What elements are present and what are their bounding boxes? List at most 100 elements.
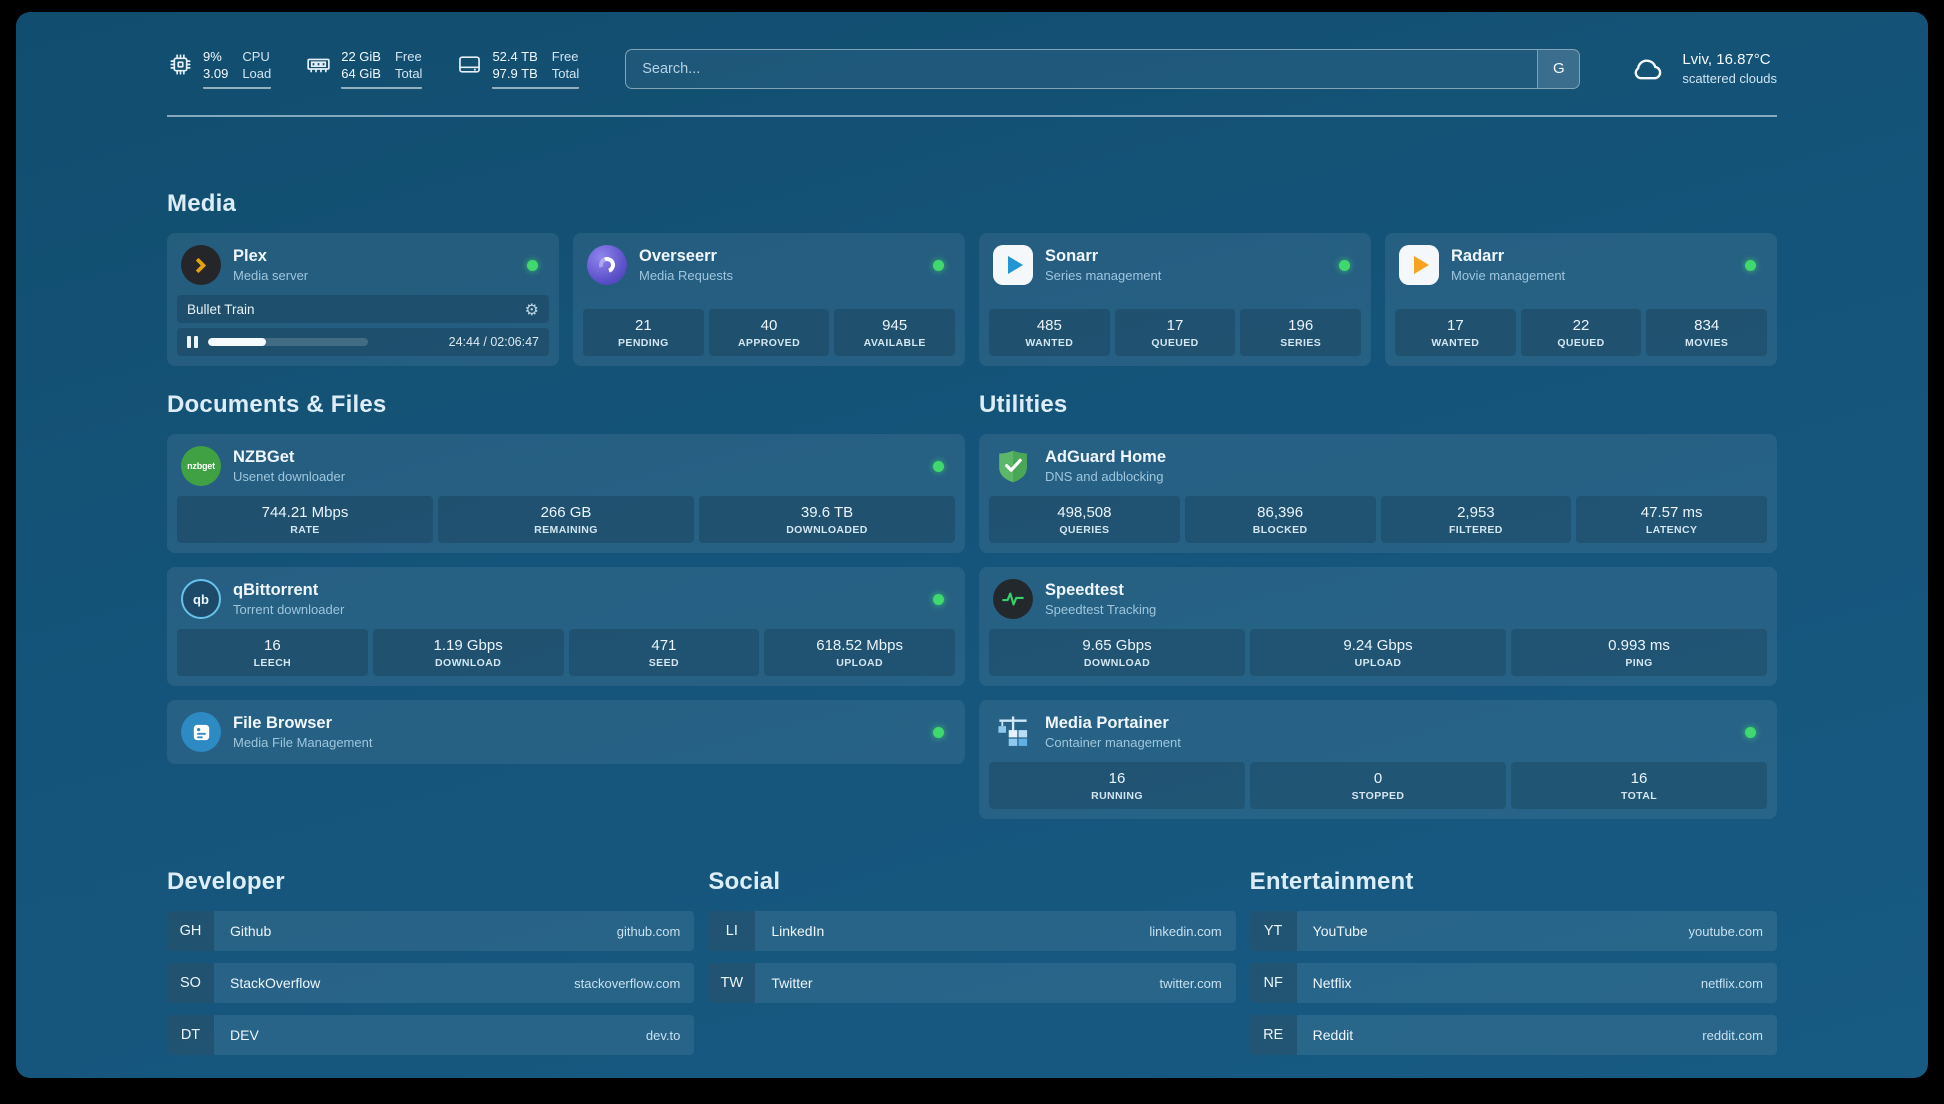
stat-tile: 16 LEECH (177, 629, 368, 676)
service-link-portainer[interactable]: Media Portainer Container management (989, 710, 1767, 762)
service-subtitle: Movie management (1451, 268, 1566, 283)
stat-tile: 834 MOVIES (1646, 309, 1768, 356)
service-link-adguard[interactable]: AdGuard Home DNS and adblocking (989, 444, 1767, 496)
stat-value: 0 (1373, 770, 1383, 787)
stat-label: TOTAL (1620, 790, 1658, 802)
stat-tiles: 16 RUNNING 0 STOPPED 16 TOTAL (989, 762, 1767, 809)
stat-value: 266 GB (540, 504, 592, 521)
stat-value: 9.24 Gbps (1343, 637, 1413, 654)
service-subtitle: Series management (1045, 268, 1162, 283)
service-card-speedtest: Speedtest Speedtest Tracking 9.65 Gbps D… (979, 567, 1777, 686)
bookmark-stackoverflow[interactable]: SO StackOverflow stackoverflow.com (167, 963, 695, 1003)
bookmark-abbr: DT (167, 1015, 214, 1055)
service-link-filebrowser[interactable]: File Browser Media File Management (177, 710, 955, 754)
stat-tile: 196 SERIES (1240, 309, 1362, 356)
bookmark-reddit[interactable]: RE Reddit reddit.com (1249, 1015, 1777, 1055)
bookmark-twitter[interactable]: TW Twitter twitter.com (708, 963, 1236, 1003)
stat-tile: 0.993 ms PING (1511, 629, 1767, 676)
disk-total-value: 97.9 TB (492, 66, 538, 81)
status-dot (933, 593, 944, 605)
stat-value: 17 (1446, 317, 1464, 334)
section-title-utilities: Utilities (979, 391, 1068, 418)
bookmark-linkedin[interactable]: LI LinkedIn linkedin.com (708, 911, 1236, 951)
gear-icon[interactable]: ⚙ (524, 299, 539, 319)
cpu-readout: 9% 3.09 CPU Load (203, 48, 272, 89)
stat-label: SERIES (1280, 337, 1322, 349)
disk-total-label: Total (551, 66, 580, 81)
bookmark-abbr: RE (1249, 1015, 1297, 1055)
stat-tile: 16 RUNNING (989, 762, 1245, 809)
service-card-qbittorrent: qb qBittorrent Torrent downloader 16 LEE… (167, 567, 965, 686)
service-link-radarr[interactable]: Radarr Movie management (1395, 243, 1767, 295)
progress-bar (208, 338, 368, 346)
service-link-qbittorrent[interactable]: qb qBittorrent Torrent downloader (177, 577, 955, 629)
stat-value: 22 (1572, 317, 1590, 334)
stat-tile: 17 WANTED (1395, 309, 1516, 356)
status-dot (1745, 259, 1756, 271)
bookmark-group-social: Social LI LinkedIn linkedin.com TW Twitt… (708, 867, 1236, 1055)
service-link-nzbget[interactable]: nzbget NZBGet Usenet downloader (177, 444, 955, 496)
bookmark-group-title: Developer (167, 868, 285, 895)
stat-label: BLOCKED (1252, 524, 1308, 536)
bookmark-url: youtube.com (1688, 923, 1763, 939)
pause-button[interactable] (187, 336, 198, 348)
bookmark-name: Reddit (1312, 1027, 1354, 1043)
memory-free-label: Free (394, 49, 422, 64)
stat-label: PENDING (618, 337, 669, 349)
service-name: qBittorrent (233, 581, 319, 599)
service-card-radarr: Radarr Movie management 17 WANTED 22 QUE… (1385, 233, 1777, 366)
section-utilities: Utilities (979, 390, 1777, 819)
service-subtitle: Media Requests (639, 268, 733, 283)
service-subtitle: Usenet downloader (233, 469, 346, 484)
search-input[interactable] (626, 49, 1538, 88)
bookmark-netflix[interactable]: NF Netflix netflix.com (1249, 963, 1777, 1003)
disk-free-value: 52.4 TB (492, 49, 538, 64)
bookmark-url: linkedin.com (1149, 923, 1222, 939)
stat-tile: 485 WANTED (989, 309, 1110, 356)
section-title-media: Media (167, 190, 237, 217)
stat-label: RATE (290, 524, 320, 536)
service-name: Overseerr (639, 247, 717, 265)
stat-value: 744.21 Mbps (261, 504, 349, 521)
service-link-sonarr[interactable]: Sonarr Series management (989, 243, 1361, 295)
cloud-icon (1634, 58, 1662, 79)
service-link-plex[interactable]: Plex Media server (177, 243, 549, 295)
service-subtitle: Speedtest Tracking (1045, 602, 1157, 617)
bookmark-name: Twitter (771, 975, 813, 991)
bookmark-url: stackoverflow.com (574, 975, 681, 991)
service-subtitle: Torrent downloader (233, 602, 345, 617)
bookmark-name: Github (230, 923, 272, 939)
stat-tile: 744.21 Mbps RATE (177, 496, 433, 543)
bookmark-dev[interactable]: DT DEV dev.to (167, 1015, 695, 1055)
search-bar: G (625, 48, 1581, 89)
adguard-icon (993, 446, 1033, 486)
stat-value: 16 (1630, 770, 1648, 787)
stat-value: 17 (1166, 317, 1184, 334)
bookmark-abbr: SO (167, 963, 214, 1003)
stat-value: 40 (760, 317, 778, 334)
service-name: Radarr (1451, 247, 1505, 265)
nzbget-icon: nzbget (181, 446, 221, 486)
dashboard-content: 9% 3.09 CPU Load (167, 12, 1777, 1055)
service-card-nzbget: nzbget NZBGet Usenet downloader 744.21 M… (167, 434, 965, 553)
stat-label: SEED (648, 657, 679, 669)
stat-value: 1.19 Gbps (433, 637, 503, 654)
service-link-overseerr[interactable]: Overseerr Media Requests (583, 243, 955, 295)
search-provider-button[interactable]: G (1537, 49, 1580, 88)
stat-tile: 945 AVAILABLE (834, 309, 956, 356)
speedtest-icon (993, 579, 1033, 619)
stat-tile: 17 QUEUED (1114, 309, 1236, 356)
stat-label: PING (1625, 657, 1653, 669)
stat-tile: 9.65 Gbps DOWNLOAD (989, 629, 1245, 676)
stat-tile: 618.52 Mbps UPLOAD (764, 629, 955, 676)
stat-tiles: 21 PENDING 40 APPROVED 945 AVAILABLE (583, 309, 956, 356)
stat-value: 834 (1694, 317, 1720, 334)
bookmark-url: reddit.com (1702, 1027, 1763, 1043)
playback-time: 24:44 / 02:06:47 (448, 335, 539, 349)
bookmark-github[interactable]: GH Github github.com (167, 911, 695, 951)
stat-value: 485 (1036, 317, 1062, 334)
service-link-speedtest[interactable]: Speedtest Speedtest Tracking (989, 577, 1767, 629)
stat-tile: 2,953 FILTERED (1380, 496, 1572, 543)
stat-value: 16 (264, 637, 281, 654)
bookmark-youtube[interactable]: YT YouTube youtube.com (1249, 911, 1777, 951)
